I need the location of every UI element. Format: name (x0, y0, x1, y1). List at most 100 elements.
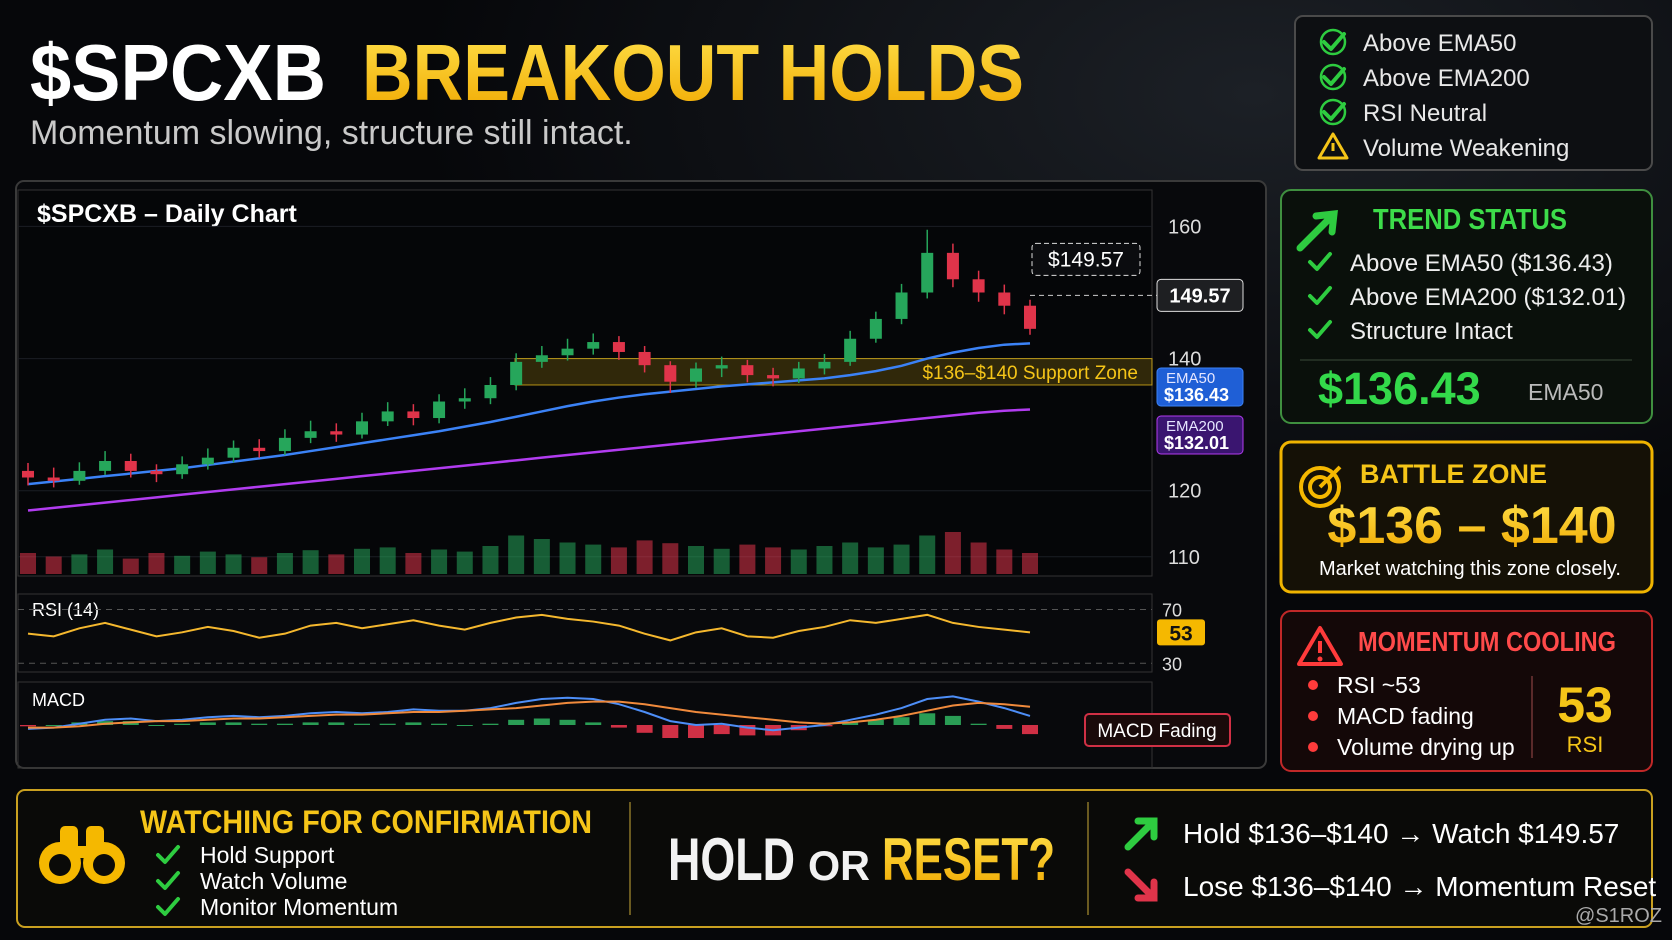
ema-tag (1156, 415, 1244, 455)
battle-title: BATTLE ZONE (1360, 459, 1547, 489)
volume-bar (431, 549, 448, 574)
macd-hist-bar (610, 725, 627, 728)
target-icon (1299, 465, 1342, 508)
candle-body (22, 470, 34, 478)
trend-price-label: EMA50 (1528, 379, 1603, 405)
check-icon (156, 871, 180, 890)
scenario-arrow (1124, 817, 1158, 851)
rsi-badge-text: 53 (1169, 622, 1192, 645)
trend-item: Above EMA200 ($132.01) (1350, 284, 1626, 311)
trend-price: $136.43 (1318, 363, 1481, 414)
y-tick-label: 140 (1168, 349, 1201, 371)
volume-bar (790, 549, 807, 574)
volume-bar (379, 547, 396, 574)
rsi-line (27, 613, 1031, 642)
confirm-item: Hold Support (200, 842, 335, 868)
macd-hist-bar (1022, 725, 1038, 735)
rsi-pane (17, 593, 1153, 673)
rsi-label: RSI (14) (32, 600, 99, 620)
macd-hist-bar (456, 725, 473, 726)
macd-hist-bar (842, 722, 859, 725)
check-circle (1319, 63, 1347, 91)
trend-title: TREND STATUS (1373, 204, 1567, 236)
macd-hist-bar (379, 723, 396, 725)
volume-bar (919, 535, 936, 574)
bullet (1308, 742, 1318, 752)
volume-bar (20, 553, 36, 574)
momentum-item: Volume drying up (1337, 734, 1515, 760)
macd-hist-bar (328, 722, 345, 725)
check-circle (1319, 98, 1347, 126)
checklist-box (1294, 15, 1653, 171)
check-icon (1322, 67, 1346, 86)
volume-bar (199, 551, 216, 574)
scenario-arrow (1124, 868, 1158, 902)
candle-body (767, 375, 780, 379)
last-price-tag (1156, 278, 1244, 312)
warning-icon (1297, 626, 1343, 666)
volume-bar (354, 548, 370, 574)
macd-hist-bar (996, 725, 1013, 729)
macd-hist-bar (636, 725, 653, 733)
rsi-tick-label: 70 (1162, 600, 1182, 620)
macd-hist-bar (199, 722, 216, 725)
volume-bar (739, 544, 756, 574)
trend-icon (1296, 210, 1338, 252)
macd-hist-bar (559, 719, 576, 725)
volume-bar (970, 542, 987, 574)
macd-hist-bar (739, 725, 756, 736)
volume-bar (405, 553, 422, 574)
candle-body (1024, 305, 1036, 329)
headline: BREAKOUT HOLDS (362, 28, 1024, 117)
candle-body (356, 421, 368, 435)
confirm-item: Watch Volume (200, 868, 347, 894)
trend-item: Structure Intact (1350, 318, 1513, 345)
watermark: @S1ROZ (1575, 905, 1662, 927)
candle-body (972, 279, 985, 293)
scenario-text: Lose $136–$140 → Momentum Reset (1183, 871, 1656, 902)
candle-body (124, 460, 137, 471)
ema-line (27, 342, 1031, 486)
warn-icon (1317, 132, 1349, 160)
macd-hist-bar (251, 723, 268, 725)
ema-tag-name: EMA200 (1166, 418, 1224, 435)
macd-hist-bar (431, 723, 448, 725)
momentum-item: MACD fading (1337, 703, 1474, 729)
volume-bar (610, 547, 627, 574)
volume-bar (842, 542, 859, 574)
candle-body (690, 368, 702, 382)
candle-body (278, 437, 291, 452)
candle-body (818, 361, 831, 369)
macd-hist-bar (174, 723, 191, 725)
trend-panel (1280, 189, 1653, 424)
ema-line (27, 408, 1031, 512)
macd-hist-bar (944, 715, 961, 725)
candle-body (715, 365, 728, 369)
macd-hist-bar (508, 719, 525, 725)
candle-body (201, 457, 214, 465)
macd-label: MACD (32, 690, 85, 710)
chart-title: $SPCXB – Daily Chart (37, 200, 297, 228)
last-price-callout (1031, 242, 1141, 276)
reset-word: RESET? (882, 826, 1055, 893)
momentum-title: MOMENTUM COOLING (1358, 626, 1616, 657)
candle-body (484, 385, 497, 399)
volume-bar (97, 549, 114, 574)
macd-note-box (1084, 713, 1231, 747)
candle-body (330, 431, 343, 435)
check-icon (1308, 286, 1332, 305)
volume-bar (585, 544, 602, 574)
check-icon (156, 845, 180, 864)
ticker: $SPCXB (30, 28, 326, 117)
candle-body (304, 431, 317, 438)
candle-body (561, 348, 574, 356)
volume-bar (302, 550, 319, 574)
check-icon (156, 897, 180, 916)
volume-bar (893, 544, 910, 574)
volume-bar (765, 547, 782, 574)
scenario-text: Hold $136–$140 → Watch $149.57 (1183, 818, 1619, 849)
momentum-rsi: 53 (1557, 677, 1613, 733)
candle-body (381, 411, 394, 422)
candle-body (47, 477, 60, 481)
